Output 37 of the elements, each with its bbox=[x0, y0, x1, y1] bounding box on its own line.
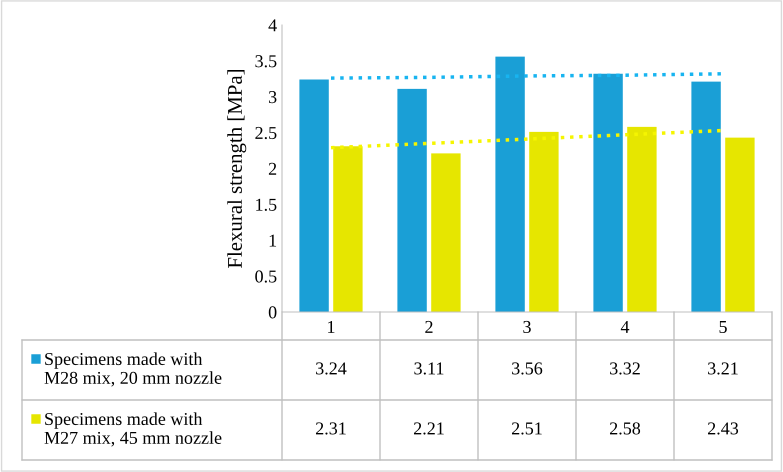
y-tick-label: 1.5 bbox=[256, 198, 276, 211]
y-tick-label: 3.5 bbox=[255, 55, 276, 68]
bar bbox=[725, 138, 755, 312]
data-label: 3.24 bbox=[316, 362, 347, 375]
y-tick-label: 0 bbox=[268, 306, 276, 318]
x-tick-label: 1 bbox=[328, 320, 334, 333]
y-tick-label: 3 bbox=[268, 91, 276, 104]
data-label: 2.51 bbox=[512, 422, 542, 435]
bar bbox=[397, 88, 427, 312]
bar bbox=[333, 146, 363, 312]
x-tick-label: 5 bbox=[720, 321, 727, 334]
bar bbox=[593, 74, 623, 312]
data-label: 3.56 bbox=[512, 362, 542, 375]
x-tick-label: 3 bbox=[523, 320, 531, 334]
data-label: 3.21 bbox=[708, 362, 738, 375]
data-label: 2.31 bbox=[316, 422, 346, 435]
data-label: 2.21 bbox=[414, 422, 444, 435]
data-label: 3.11 bbox=[414, 362, 444, 375]
bar bbox=[529, 132, 559, 312]
bar bbox=[431, 153, 461, 312]
y-tick-label: 4 bbox=[268, 19, 277, 32]
x-tick-label: 2 bbox=[425, 320, 433, 333]
y-tick-label: 2 bbox=[268, 162, 276, 175]
bar bbox=[495, 56, 525, 312]
x-tick-label: 4 bbox=[620, 320, 630, 333]
y-tick-label: 2.5 bbox=[255, 126, 276, 140]
y-axis-title: Flexural strength [MPa] bbox=[227, 70, 246, 268]
bar bbox=[299, 80, 329, 312]
legend-label: Specimens made with M27 mix, 45 mm nozzle bbox=[44, 412, 222, 447]
data-label: 2.58 bbox=[610, 422, 640, 435]
y-tick-label: 0.5 bbox=[255, 270, 276, 283]
data-label: 2.43 bbox=[708, 422, 738, 435]
data-label: 3.32 bbox=[610, 362, 640, 375]
y-tick-label: 1 bbox=[270, 234, 276, 247]
bar bbox=[627, 126, 657, 312]
legend-label: Specimens made with M28 mix, 20 mm nozzle bbox=[44, 352, 222, 387]
bar bbox=[691, 82, 721, 312]
